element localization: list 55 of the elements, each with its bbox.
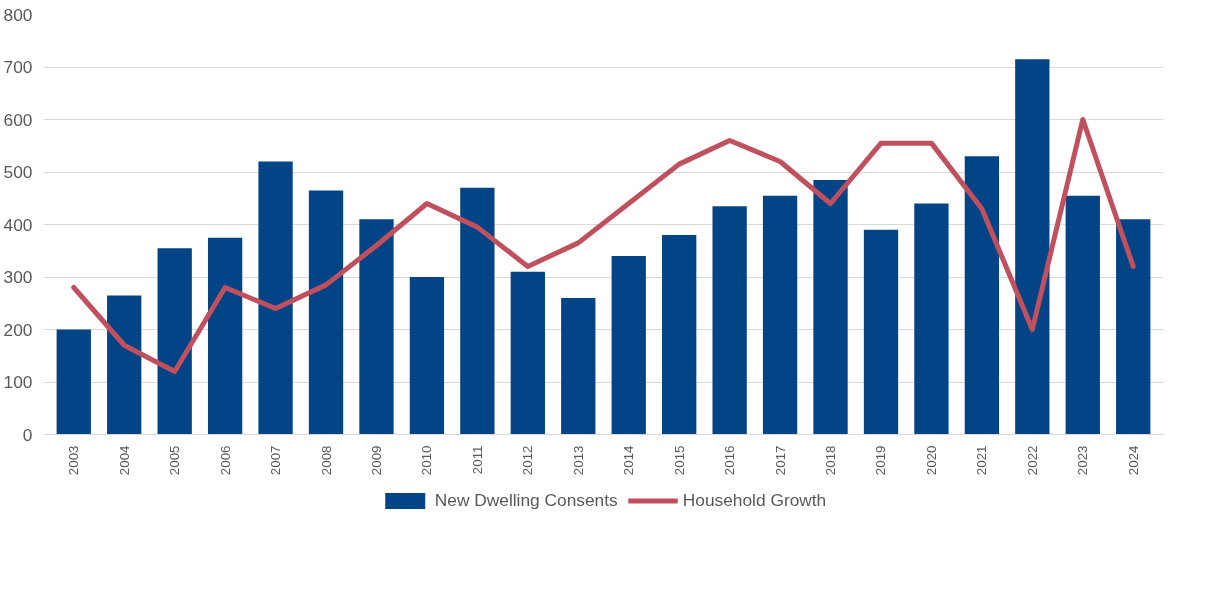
x-tick-label: 2011 (469, 445, 485, 475)
bar (460, 187, 495, 435)
bar (107, 295, 142, 435)
bar (712, 206, 747, 435)
x-tick-label: 2010 (419, 445, 435, 476)
x-tick-label: 2013 (570, 445, 586, 476)
bar (308, 190, 344, 435)
x-tick-label: 2022 (1024, 445, 1040, 476)
x-tick-label: 2015 (671, 445, 687, 476)
bar (258, 161, 293, 435)
x-tick-label: 2024 (1125, 444, 1141, 476)
x-tick-label: 2008 (318, 445, 334, 476)
x-tick-label: 2017 (772, 445, 788, 476)
legend-label: Household Growth (682, 489, 827, 511)
bar (762, 195, 798, 435)
x-tick-label: 2014 (621, 444, 637, 476)
bar (510, 271, 545, 435)
x-tick-label: 2005 (167, 445, 183, 476)
y-tick-label: 700 (3, 57, 33, 77)
x-tick-label: 2012 (520, 445, 536, 476)
x-tick-label: 2009 (368, 445, 384, 476)
x-tick-label: 2018 (823, 445, 839, 476)
x-tick-label: 2003 (66, 445, 82, 476)
bar (207, 237, 243, 435)
bar (157, 248, 192, 435)
bar (964, 156, 1000, 435)
y-tick-label: 600 (3, 109, 33, 130)
bar (409, 277, 445, 435)
x-tick-label: 2006 (217, 445, 233, 476)
y-tick-label: 200 (3, 319, 33, 340)
x-tick-label: 2007 (268, 445, 284, 476)
bar (1015, 59, 1050, 435)
y-tick-label: 500 (3, 162, 33, 182)
y-tick-label: 400 (3, 214, 33, 235)
bar (662, 235, 697, 435)
x-tick-label: 2021 (974, 445, 990, 476)
bar (914, 203, 949, 435)
bar (359, 219, 394, 435)
y-tick-label: 0 (22, 424, 33, 445)
y-tick-label: 100 (3, 372, 33, 392)
y-tick-label: 800 (3, 4, 33, 25)
x-tick-label: 2020 (923, 445, 939, 476)
bar (1065, 195, 1100, 435)
x-tick-label: 2019 (873, 445, 889, 476)
bar (813, 179, 848, 435)
x-tick-label: 2004 (116, 444, 132, 476)
bar (1116, 219, 1151, 435)
bar (561, 298, 596, 435)
bar (56, 329, 91, 435)
x-tick-label: 2016 (722, 445, 738, 476)
bar (863, 229, 899, 435)
bar (611, 256, 646, 435)
y-tick-label: 300 (3, 267, 33, 287)
x-tick-label: 2023 (1075, 445, 1091, 476)
legend-label: New Dwelling Consents (434, 489, 618, 511)
